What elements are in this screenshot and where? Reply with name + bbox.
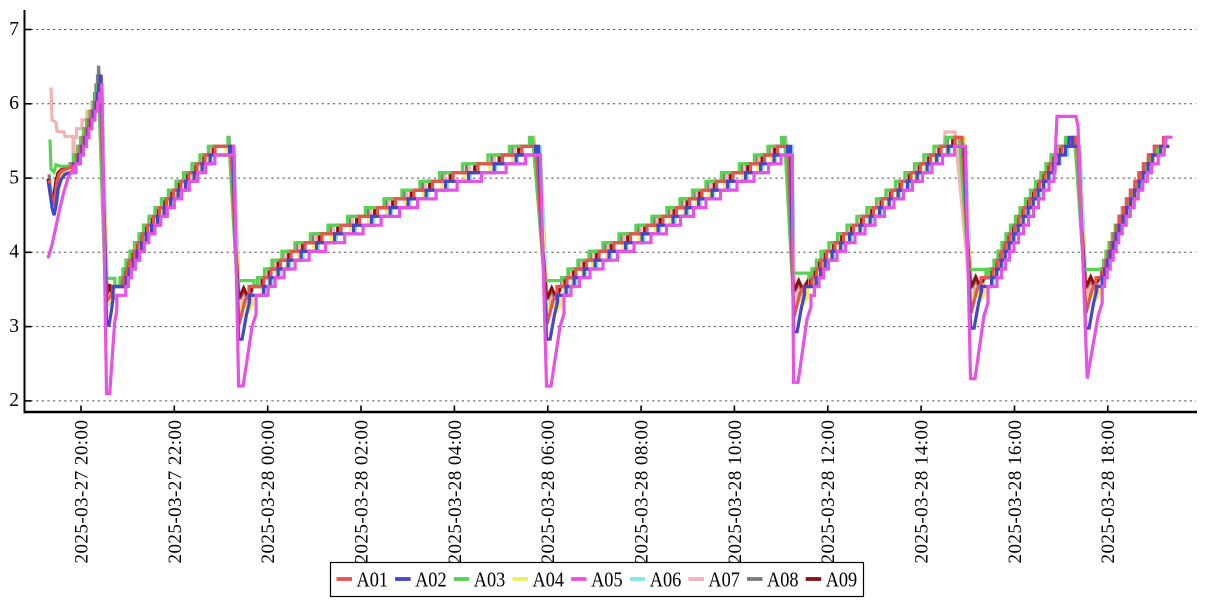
svg-text:2025-03-28 00:00: 2025-03-28 00:00 [258, 420, 279, 564]
svg-text:2025-03-28 16:00: 2025-03-28 16:00 [1005, 420, 1026, 564]
svg-text:2025-03-28 08:00: 2025-03-28 08:00 [632, 420, 653, 564]
svg-text:4: 4 [9, 242, 19, 263]
svg-text:A02: A02 [415, 567, 447, 591]
svg-text:A07: A07 [708, 567, 740, 591]
svg-text:A08: A08 [767, 567, 799, 591]
svg-text:2025-03-28 18:00: 2025-03-28 18:00 [1098, 420, 1119, 564]
svg-text:2025-03-28 06:00: 2025-03-28 06:00 [538, 420, 559, 564]
svg-text:6: 6 [9, 93, 19, 114]
svg-text:2025-03-28 02:00: 2025-03-28 02:00 [351, 420, 372, 564]
svg-text:3: 3 [9, 316, 19, 337]
svg-text:2025-03-28 10:00: 2025-03-28 10:00 [725, 420, 746, 564]
svg-text:A01: A01 [357, 567, 389, 591]
svg-text:5: 5 [9, 167, 19, 188]
svg-text:2: 2 [9, 390, 19, 411]
svg-text:2025-03-27 20:00: 2025-03-27 20:00 [71, 420, 92, 564]
svg-text:2025-03-28 12:00: 2025-03-28 12:00 [818, 420, 839, 564]
svg-text:A09: A09 [826, 567, 858, 591]
svg-text:A06: A06 [650, 567, 682, 591]
svg-text:2025-03-28 14:00: 2025-03-28 14:00 [912, 420, 933, 564]
svg-text:2025-03-28 04:00: 2025-03-28 04:00 [445, 420, 466, 564]
svg-text:A05: A05 [591, 567, 623, 591]
svg-text:2025-03-27 22:00: 2025-03-27 22:00 [165, 420, 186, 564]
svg-text:A04: A04 [533, 567, 565, 591]
svg-text:7: 7 [9, 19, 19, 40]
svg-text:A03: A03 [474, 567, 506, 591]
